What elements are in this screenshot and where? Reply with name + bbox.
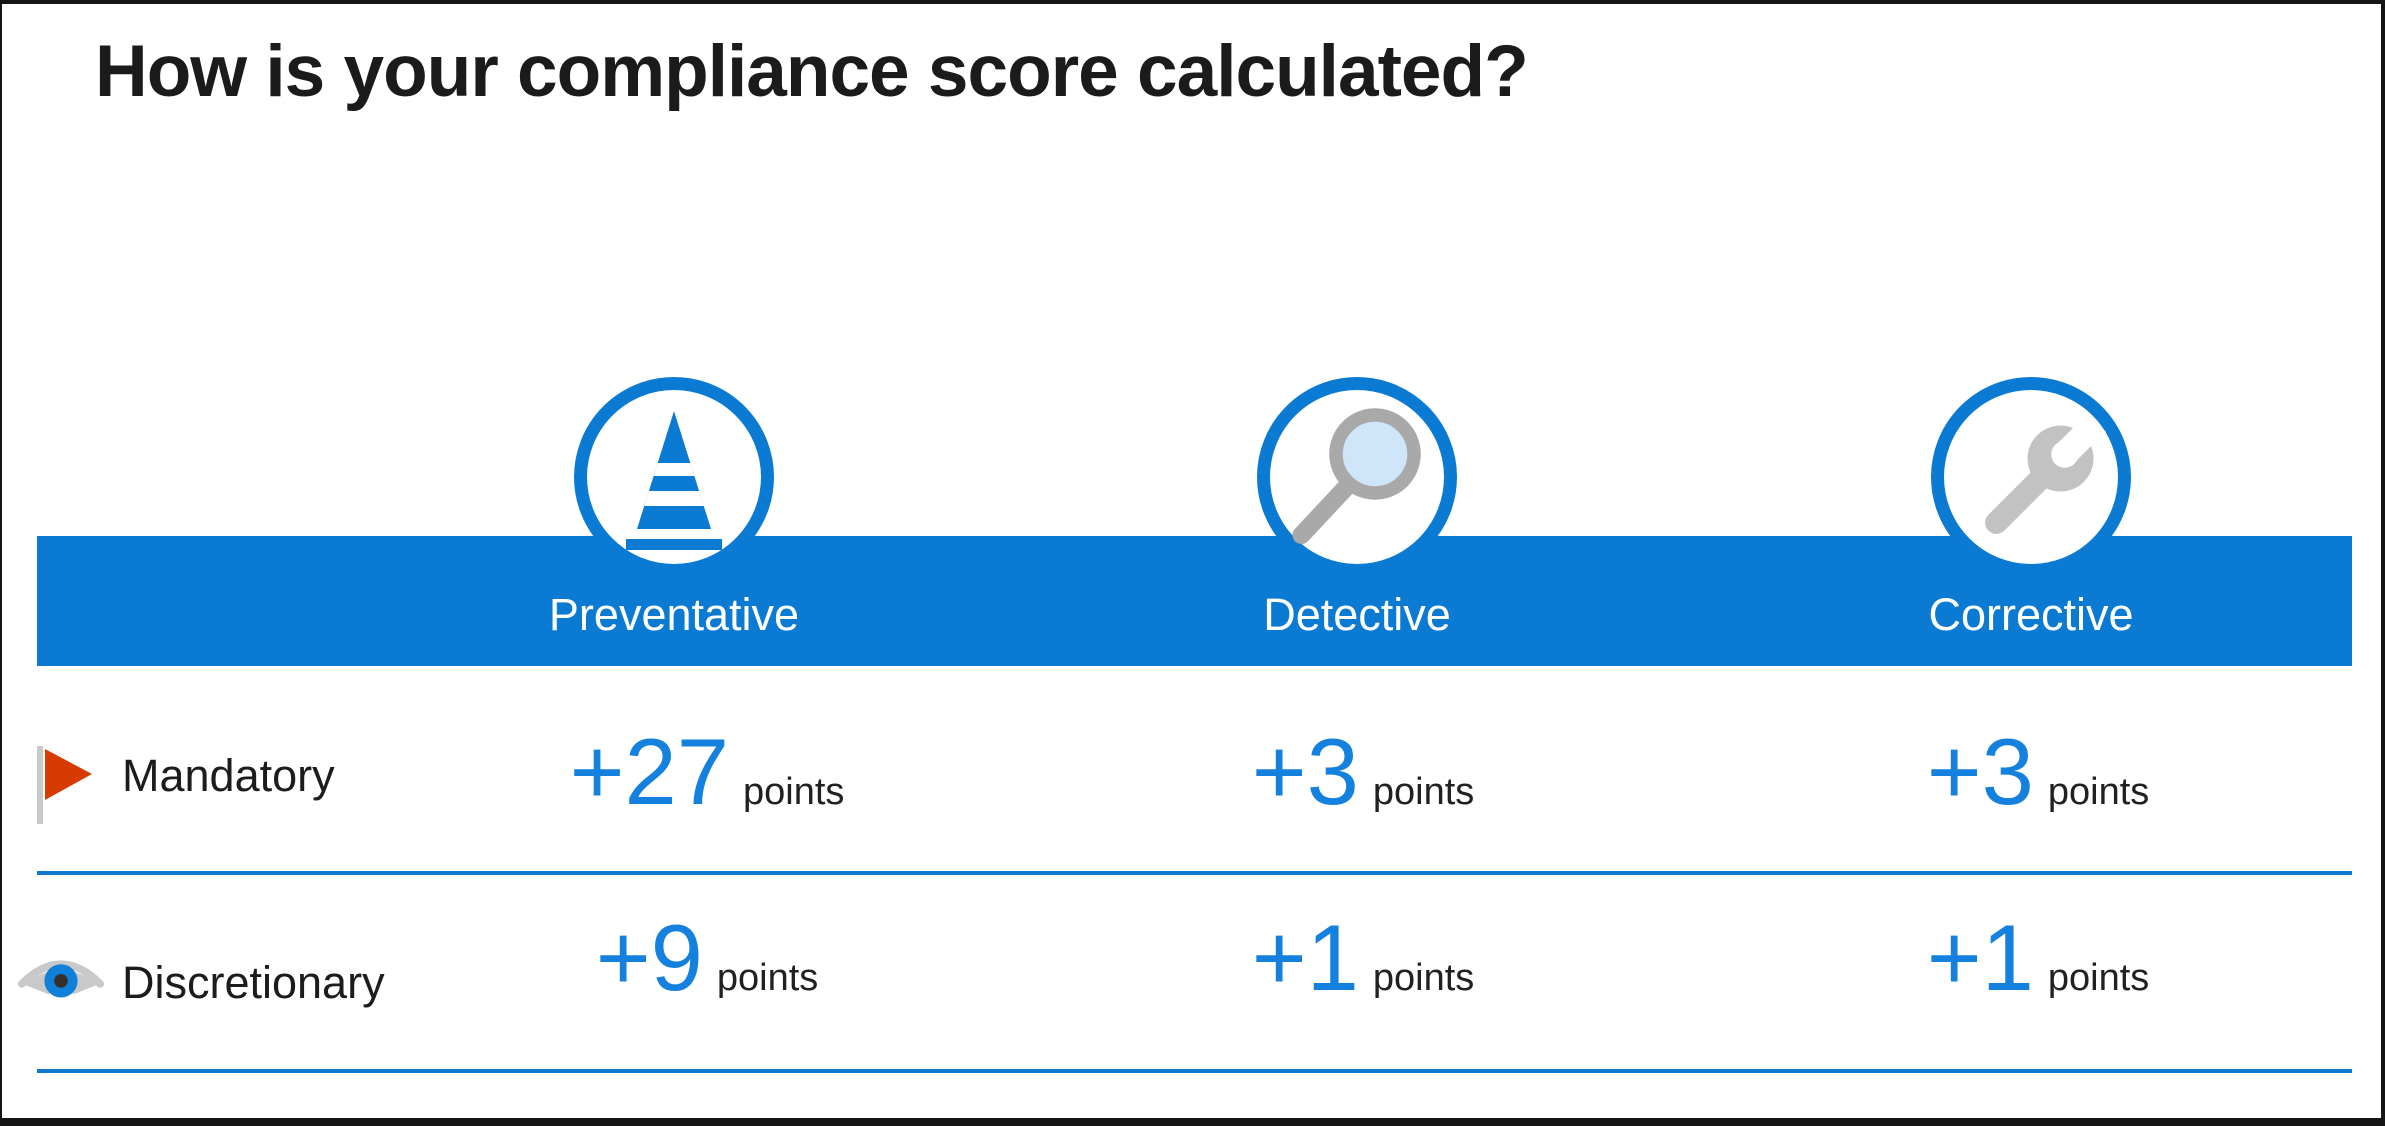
row-divider: [37, 1069, 2352, 1073]
category-header-band: [37, 536, 2352, 666]
value-discretionary-corrective: +1 points: [1738, 908, 2338, 1008]
points-unit: points: [2047, 957, 2150, 999]
points-unit: points: [743, 771, 845, 813]
row-label-discretionary: Discretionary: [122, 957, 385, 1008]
row-label-mandatory: Mandatory: [122, 750, 335, 801]
points-number: +27: [569, 719, 730, 824]
row-divider: [37, 871, 2352, 875]
column-label-detective: Detective: [1263, 589, 1451, 640]
preventative-circle: [574, 377, 774, 577]
points-number: +1: [1926, 905, 2034, 1010]
points-number: +9: [595, 905, 703, 1010]
value-mandatory-preventative: +27 points: [407, 722, 1007, 822]
points-number: +3: [1251, 719, 1359, 824]
detective-circle: [1257, 377, 1457, 577]
points-unit: points: [1372, 957, 1475, 999]
corrective-circle: [1931, 377, 2131, 577]
column-label-corrective: Corrective: [1928, 589, 2134, 640]
magnifier-icon: [1282, 400, 1432, 555]
value-discretionary-detective: +1 points: [1063, 908, 1663, 1008]
value-mandatory-corrective: +3 points: [1738, 722, 2338, 822]
points-unit: points: [716, 957, 819, 999]
flag-icon: [33, 744, 95, 831]
eye-icon: [18, 952, 104, 1005]
page-title: How is your compliance score calculated?: [95, 31, 1529, 112]
wrench-icon: [1956, 400, 2112, 555]
column-label-preventative: Preventative: [548, 589, 800, 640]
value-mandatory-detective: +3 points: [1063, 722, 1663, 822]
points-unit: points: [1372, 771, 1475, 813]
points-unit: points: [2047, 771, 2150, 813]
value-discretionary-preventative: +9 points: [407, 908, 1007, 1008]
points-number: +3: [1926, 719, 2034, 824]
points-number: +1: [1251, 905, 1359, 1010]
traffic-cone-icon: [624, 397, 724, 558]
